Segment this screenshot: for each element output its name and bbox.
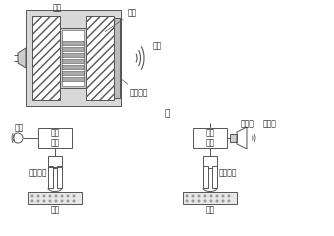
Circle shape xyxy=(48,199,51,202)
Circle shape xyxy=(191,199,194,202)
Bar xyxy=(62,65,84,69)
Circle shape xyxy=(30,199,33,202)
Circle shape xyxy=(221,199,224,202)
Text: 放大
电路: 放大 电路 xyxy=(205,128,215,148)
Bar xyxy=(193,128,227,148)
Circle shape xyxy=(60,199,63,202)
Bar xyxy=(48,156,62,168)
Bar xyxy=(26,10,121,106)
Bar xyxy=(57,166,62,188)
Circle shape xyxy=(36,199,39,202)
Text: 甲: 甲 xyxy=(164,110,170,118)
Circle shape xyxy=(30,194,33,198)
Circle shape xyxy=(227,194,230,198)
Circle shape xyxy=(221,194,224,198)
Bar xyxy=(48,166,53,188)
Circle shape xyxy=(215,194,218,198)
Bar xyxy=(38,128,72,148)
Bar xyxy=(62,53,84,57)
Text: 扬声器: 扬声器 xyxy=(241,119,255,128)
Circle shape xyxy=(42,199,45,202)
Circle shape xyxy=(42,194,45,198)
Circle shape xyxy=(72,194,75,198)
Circle shape xyxy=(227,199,230,202)
Bar xyxy=(28,192,82,204)
Bar xyxy=(62,71,84,75)
Bar xyxy=(62,47,84,51)
Bar xyxy=(114,18,120,98)
Bar xyxy=(62,77,84,81)
Circle shape xyxy=(66,194,69,198)
Text: 录音磁头: 录音磁头 xyxy=(219,169,237,177)
Bar xyxy=(212,166,217,188)
Bar xyxy=(62,30,84,86)
Circle shape xyxy=(197,199,200,202)
Circle shape xyxy=(54,199,57,202)
Bar xyxy=(62,41,84,45)
Circle shape xyxy=(48,194,51,198)
Bar xyxy=(60,28,86,88)
Circle shape xyxy=(185,199,188,202)
Text: 金属膜片: 金属膜片 xyxy=(122,80,149,97)
Bar xyxy=(32,16,60,100)
Circle shape xyxy=(203,199,206,202)
Bar xyxy=(203,166,208,188)
Text: 扬声器: 扬声器 xyxy=(263,119,277,128)
Bar xyxy=(86,16,114,100)
Text: 磁带: 磁带 xyxy=(205,206,215,215)
Circle shape xyxy=(215,199,218,202)
Circle shape xyxy=(191,194,194,198)
Bar xyxy=(62,59,84,63)
Circle shape xyxy=(185,194,188,198)
Polygon shape xyxy=(230,134,237,142)
Polygon shape xyxy=(18,48,26,68)
Circle shape xyxy=(209,194,212,198)
Circle shape xyxy=(36,194,39,198)
Text: 声波: 声波 xyxy=(153,42,162,51)
Text: 音圈: 音圈 xyxy=(105,8,137,31)
Bar xyxy=(203,156,217,168)
Text: 话筒: 话筒 xyxy=(14,123,24,132)
Circle shape xyxy=(60,194,63,198)
Circle shape xyxy=(54,194,57,198)
Text: 录音磁头: 录音磁头 xyxy=(29,169,47,177)
Text: 磁铁: 磁铁 xyxy=(48,4,62,16)
Circle shape xyxy=(66,199,69,202)
Circle shape xyxy=(197,194,200,198)
Text: 磁带: 磁带 xyxy=(50,206,60,215)
Circle shape xyxy=(209,199,212,202)
Bar xyxy=(183,192,237,204)
Circle shape xyxy=(203,194,206,198)
Text: 放大
电路: 放大 电路 xyxy=(50,128,60,148)
Circle shape xyxy=(72,199,75,202)
